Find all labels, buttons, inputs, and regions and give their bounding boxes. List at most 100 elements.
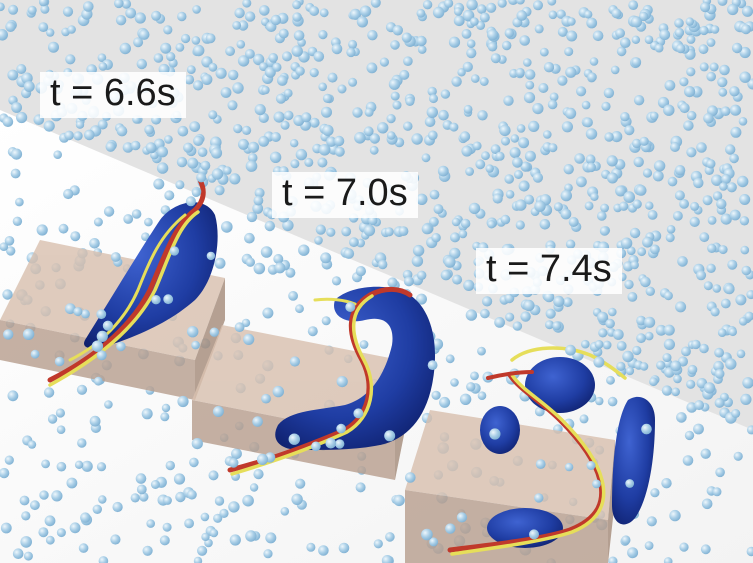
particle-icon bbox=[633, 95, 645, 106]
particle-icon bbox=[642, 236, 653, 248]
stream-ribbon bbox=[227, 286, 413, 473]
particle-icon bbox=[322, 124, 334, 137]
particle-icon bbox=[232, 21, 242, 30]
particle-icon bbox=[647, 210, 658, 220]
particle-icon bbox=[353, 408, 364, 419]
particle-icon bbox=[437, 165, 449, 177]
particle-icon bbox=[39, 490, 49, 500]
particle-icon bbox=[359, 5, 372, 17]
particle-icon bbox=[261, 393, 271, 404]
particle-icon bbox=[524, 194, 535, 205]
particle-icon bbox=[62, 6, 74, 17]
particle-icon bbox=[632, 345, 642, 356]
particle-icon bbox=[719, 64, 730, 76]
particle-icon bbox=[16, 111, 28, 124]
particle-icon bbox=[741, 5, 753, 17]
particle-icon bbox=[729, 104, 742, 116]
particle-icon bbox=[274, 262, 286, 274]
particle-icon bbox=[293, 30, 305, 41]
particle-icon bbox=[254, 104, 266, 116]
particle-icon bbox=[181, 33, 191, 44]
particle-icon bbox=[112, 501, 123, 513]
particle-icon bbox=[151, 295, 161, 305]
particle-icon bbox=[742, 377, 753, 389]
particle-icon bbox=[445, 523, 456, 534]
particle-icon bbox=[459, 393, 472, 405]
particle-icon bbox=[539, 47, 549, 57]
particle-icon bbox=[509, 147, 521, 159]
particle-icon bbox=[696, 270, 707, 281]
particle-icon bbox=[416, 293, 427, 305]
particle-icon bbox=[620, 237, 633, 249]
particle-icon bbox=[326, 136, 337, 147]
particle-icon bbox=[594, 340, 604, 349]
particle-icon bbox=[576, 176, 587, 188]
particle-icon bbox=[444, 0, 454, 8]
particle-icon bbox=[664, 80, 676, 91]
particle-icon bbox=[696, 142, 707, 153]
particle-icon bbox=[636, 315, 646, 326]
particle-icon bbox=[165, 460, 175, 471]
particle-icon bbox=[452, 274, 463, 285]
particle-icon bbox=[731, 409, 741, 418]
particle-icon bbox=[706, 159, 716, 169]
particle-icon bbox=[694, 400, 705, 411]
particle-icon bbox=[10, 168, 21, 179]
particle-icon bbox=[477, 346, 486, 356]
particle-icon bbox=[313, 51, 325, 62]
particle-icon bbox=[233, 124, 243, 134]
particle-icon bbox=[520, 311, 531, 322]
particle-icon bbox=[309, 117, 320, 128]
particle-icon bbox=[321, 106, 332, 118]
particle-icon bbox=[456, 512, 467, 523]
particle-icon bbox=[639, 136, 649, 146]
particle-icon bbox=[465, 167, 474, 176]
particle-icon bbox=[679, 199, 689, 209]
particle-icon bbox=[608, 556, 618, 563]
particle-icon bbox=[331, 276, 342, 286]
particle-icon bbox=[667, 176, 678, 187]
particle-icon bbox=[163, 294, 174, 305]
particle-icon bbox=[259, 5, 270, 16]
particle-icon bbox=[387, 131, 396, 140]
particle-icon bbox=[65, 54, 76, 65]
particle-icon bbox=[450, 232, 460, 243]
particle-icon bbox=[600, 203, 609, 213]
particle-icon bbox=[30, 349, 40, 359]
particle-icon bbox=[497, 0, 507, 8]
particle-icon bbox=[197, 147, 208, 157]
particle-icon bbox=[97, 53, 107, 62]
particle-icon bbox=[428, 130, 438, 141]
particle-icon bbox=[475, 159, 486, 170]
particle-icon bbox=[523, 92, 536, 104]
particle-icon bbox=[645, 201, 654, 210]
particle-icon bbox=[401, 32, 412, 43]
particle-icon bbox=[627, 246, 636, 256]
particle-icon bbox=[314, 236, 323, 245]
particle-icon bbox=[411, 255, 424, 267]
particle-icon bbox=[490, 144, 501, 155]
particle-icon bbox=[718, 245, 728, 255]
particle-icon bbox=[707, 243, 717, 253]
particle-icon bbox=[282, 51, 292, 62]
particle-icon bbox=[63, 188, 74, 200]
particle-icon bbox=[512, 321, 523, 331]
particle-icon bbox=[89, 238, 100, 249]
particle-icon bbox=[700, 448, 711, 459]
particle-icon bbox=[138, 29, 150, 40]
particle-icon bbox=[242, 494, 254, 507]
particle-icon bbox=[223, 166, 232, 175]
particle-icon bbox=[369, 145, 379, 155]
particle-icon bbox=[355, 482, 366, 493]
particle-icon bbox=[444, 256, 456, 268]
particle-icon bbox=[611, 8, 622, 19]
particle-icon bbox=[646, 516, 657, 527]
particle-icon bbox=[562, 297, 573, 308]
particle-icon bbox=[636, 333, 646, 344]
particle-icon bbox=[605, 318, 615, 329]
particle-icon bbox=[38, 527, 49, 538]
particle-icon bbox=[288, 291, 298, 301]
particle-icon bbox=[421, 528, 433, 541]
particle-icon bbox=[319, 8, 329, 18]
particle-icon bbox=[136, 58, 147, 70]
